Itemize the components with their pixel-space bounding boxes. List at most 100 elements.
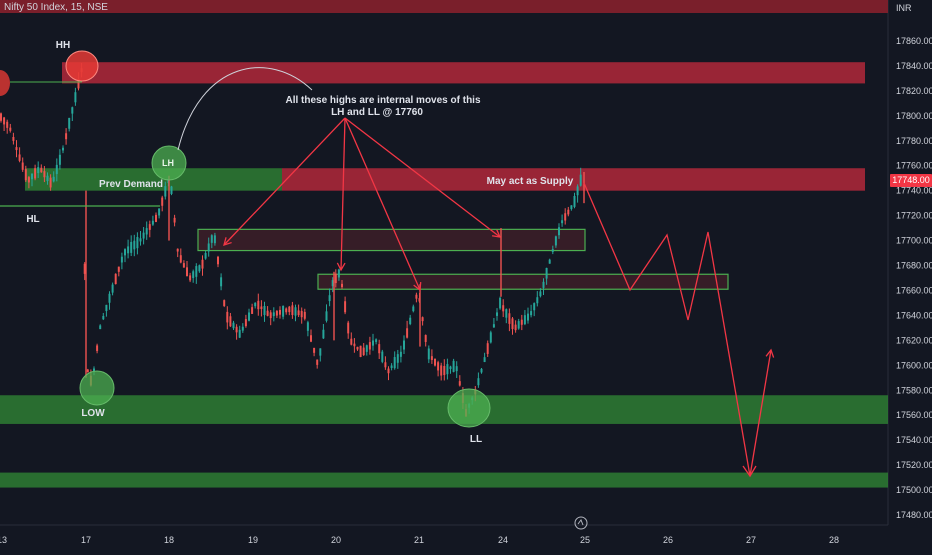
candle-body-118	[365, 345, 368, 352]
candle-body-60	[186, 267, 188, 277]
candle-body-49	[151, 220, 154, 225]
y-tick-17720: 17720.00	[896, 211, 932, 221]
y-tick-17500: 17500.00	[896, 485, 932, 495]
zone-demand-bottom	[0, 472, 888, 488]
candle-body-36	[111, 284, 114, 293]
y-tick-17580: 17580.00	[896, 385, 932, 395]
candle-body-145	[449, 366, 452, 370]
candle-body-130	[403, 340, 405, 350]
candle-body-133	[412, 306, 415, 312]
candle-body-142	[440, 365, 443, 376]
candle-body-40	[124, 249, 126, 256]
y-tick-17740: 17740.00	[896, 186, 932, 196]
candle-body-41	[127, 246, 130, 254]
time-axis[interactable]: 13 17 18 19 20 21 24 25 26 27 28	[0, 516, 839, 545]
candle-body-109	[337, 269, 340, 278]
top-supply-strip	[0, 0, 888, 13]
candle-body-144	[446, 364, 449, 375]
candle-body-183	[567, 209, 570, 215]
candle-body-182	[564, 213, 567, 221]
candle-body-163	[505, 309, 508, 318]
candle-body-108	[334, 273, 337, 284]
lh-label: LH	[162, 158, 174, 168]
candle-body-68	[210, 235, 213, 243]
candle-body-53	[164, 186, 167, 197]
candle-body-154	[477, 378, 480, 386]
candle-body-139	[430, 356, 433, 360]
hl-label: HL	[26, 214, 39, 225]
candle-body-105	[325, 311, 328, 321]
candle-body-180	[558, 227, 560, 236]
candle-body-117	[362, 347, 365, 356]
projection-path	[583, 182, 751, 477]
candle-body-169	[523, 315, 526, 325]
price-axis[interactable]: 17480.00 17500.00 17520.00 17540.00 17560.00…	[896, 36, 932, 520]
candle-body-63	[195, 266, 198, 277]
y-tick-17600: 17600.00	[896, 360, 932, 370]
y-tick-17800: 17800.00	[896, 111, 932, 121]
candle-body-174	[539, 291, 542, 297]
candle-body-112	[347, 322, 350, 334]
hh-marker-circle	[65, 50, 99, 82]
candle-body-74	[229, 316, 232, 327]
candle-body-175	[542, 281, 545, 288]
projection-bounce-arrow	[749, 349, 772, 477]
candle-body-85	[263, 305, 266, 316]
candle-body-148	[458, 381, 461, 386]
candle-body-171	[530, 311, 533, 316]
last-price-tag: 17748.00	[890, 174, 932, 187]
candle-body-167	[517, 321, 520, 329]
symbol-title: Nifty 50 Index, 15, NSE	[4, 2, 108, 13]
candle-body-95	[294, 307, 297, 316]
candle-body-33	[102, 315, 105, 320]
low-marker-circle	[79, 370, 115, 406]
candle-body-19	[58, 154, 61, 165]
candle-body-10	[31, 173, 33, 180]
x-tick-25: 25	[580, 535, 590, 545]
candle-body-111	[344, 301, 347, 313]
candle-body-147	[455, 366, 458, 372]
left-hh-marker-circle	[0, 70, 10, 96]
candle-body-121	[375, 339, 378, 342]
y-tick-17560: 17560.00	[896, 410, 932, 420]
note-arrow-2	[340, 117, 346, 271]
x-tick-24: 24	[498, 535, 508, 545]
candle-body-30	[93, 368, 95, 372]
prev-demand-label: Prev Demand	[99, 179, 163, 190]
candle-body-56	[173, 217, 176, 223]
candle-body-96	[297, 310, 300, 316]
annotations-layer: HH HL LH LOW LL Prev Demand May act as Supply A…	[0, 40, 775, 478]
candle-body-126	[390, 365, 393, 368]
x-tick-18: 18	[164, 535, 174, 545]
candle-body-93	[288, 306, 291, 313]
x-tick-19: 19	[248, 535, 258, 545]
zone-internal-box-1	[197, 228, 586, 252]
candle-body-92	[285, 308, 288, 313]
note-arrow-3	[344, 117, 421, 291]
candle-body-173	[536, 297, 539, 304]
candle-body-87	[269, 312, 272, 319]
candle-body-58	[179, 255, 182, 263]
x-tick-13: 13	[0, 535, 7, 545]
candle-body-3	[9, 127, 12, 131]
candle-body-32	[99, 325, 102, 330]
x-tick-20: 20	[331, 535, 341, 545]
currency-label: INR	[896, 3, 912, 13]
zone-supply-top	[62, 62, 865, 84]
y-tick-17540: 17540.00	[896, 435, 932, 445]
outline-boxes	[197, 228, 729, 290]
zone-internal-box-2	[317, 273, 729, 290]
candle-body-50	[155, 214, 157, 222]
candle-body-107	[331, 280, 334, 287]
candle-body-21	[65, 133, 68, 140]
zone-supply-current	[282, 168, 865, 191]
candle-body-65	[201, 259, 204, 269]
candle-body-88	[272, 312, 275, 317]
note-arrow-1-head	[223, 237, 232, 246]
candle-body-155	[480, 368, 483, 373]
candle-body-103	[319, 348, 322, 356]
y-tick-17660: 17660.00	[896, 285, 932, 295]
candle-body-6	[18, 154, 21, 161]
